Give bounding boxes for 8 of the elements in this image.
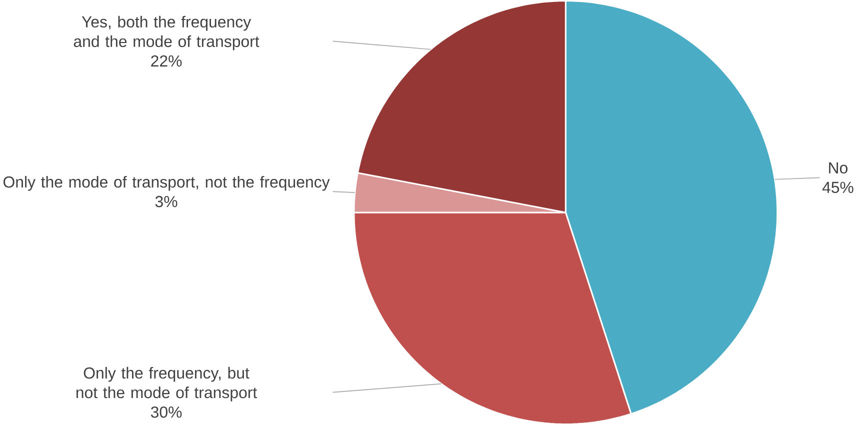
data-label: 22% bbox=[151, 55, 182, 67]
slice-label: No bbox=[829, 162, 848, 174]
data-label: 45% bbox=[822, 182, 854, 194]
slice-label: Yes, both the frequency and the mode of transport bbox=[74, 16, 260, 50]
slice-label: Only the mode of transport, not the frequency bbox=[3, 176, 330, 191]
slice-label: Only the frequency, but not the mode of transport bbox=[76, 366, 258, 402]
data-label: 30% bbox=[150, 406, 182, 418]
data-label: 3% bbox=[155, 196, 178, 208]
